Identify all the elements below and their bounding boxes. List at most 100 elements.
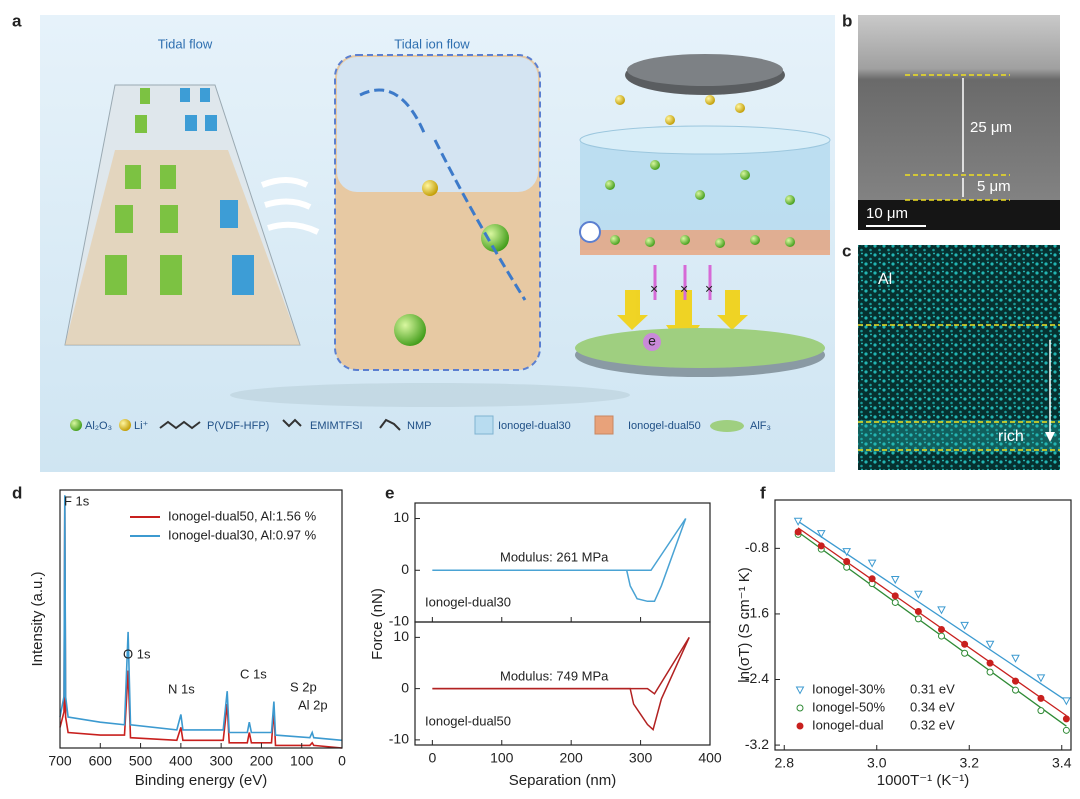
fit-line <box>797 520 1067 702</box>
legend-label: Ionogel-dual30, Al:0.97 % <box>168 527 317 542</box>
sem-image: 25 μm 5 μm 10 μm <box>858 15 1060 230</box>
data-point <box>961 649 969 657</box>
x-tick-label: 0 <box>428 750 436 766</box>
legend-energy: 0.31 eV <box>910 681 955 696</box>
data-point <box>891 598 899 606</box>
legend-icon <box>379 418 401 431</box>
data-point <box>938 632 945 640</box>
force-curve <box>432 518 687 603</box>
panel-label: d <box>12 483 22 502</box>
legend-energy: 0.32 eV <box>910 717 955 732</box>
layer-lines <box>858 324 1060 451</box>
x-tick-label: 200 <box>559 750 583 766</box>
center-title: Tidal ion flow <box>394 36 470 51</box>
electron-label: e <box>648 333 656 349</box>
electron <box>643 333 661 351</box>
flow-arrows <box>260 177 320 235</box>
data-point <box>937 606 946 615</box>
legend-label: Ionogel-dual50, Al:1.56 % <box>168 508 317 523</box>
modulus-label: Modulus: 749 MPa <box>500 668 609 683</box>
thickness-label: 5 μm <box>977 178 1011 195</box>
road-lower <box>65 150 300 345</box>
data-point <box>985 640 995 649</box>
y-tick-label: -1.6 <box>745 605 769 621</box>
data-point <box>793 517 803 526</box>
gradient-label: rich <box>998 428 1024 445</box>
y-axis-label: Intensity (a.u.) <box>29 571 46 666</box>
peak-label: C 1s <box>240 666 267 681</box>
legend-label: EMIMTFSI <box>310 420 363 432</box>
data-point <box>1037 694 1045 702</box>
legend-icon <box>119 419 131 431</box>
y-tick-label: -3.2 <box>745 736 769 752</box>
data-point <box>961 640 969 648</box>
y-tick-label: -2.4 <box>745 670 769 686</box>
data-point <box>890 576 900 585</box>
data-point <box>914 615 922 623</box>
x-tick-label: 0 <box>338 753 346 769</box>
alf3-layer <box>575 328 825 368</box>
up-arrows <box>653 265 712 300</box>
data-point <box>868 575 876 583</box>
cylinder-top <box>579 125 831 155</box>
legend-label: Ionogel-30% <box>812 681 885 696</box>
data-point <box>1037 707 1045 715</box>
y-tick-label: 10 <box>393 628 409 644</box>
data-point <box>1012 677 1019 685</box>
y-tick-label: 0 <box>401 561 409 577</box>
data-point <box>960 621 969 630</box>
gradient-arrowhead <box>1045 432 1055 442</box>
y-tick-label: -0.8 <box>745 539 769 555</box>
peak-label: F 1s <box>64 493 90 508</box>
data-point <box>986 659 994 667</box>
legend-energy: 0.34 eV <box>910 699 955 714</box>
data-point <box>816 530 826 539</box>
green-cars <box>105 88 182 295</box>
panel-labels: a b c d e f <box>12 11 852 502</box>
legend-label: P(VDF-HFP) <box>207 420 269 432</box>
axes-frame <box>414 621 711 746</box>
scale-label: 10 μm <box>866 205 908 222</box>
blue-cars <box>180 88 254 295</box>
x-tick-label: 3.2 <box>960 755 980 771</box>
data-point <box>986 668 994 676</box>
layer-lines <box>905 74 1010 201</box>
left-title: Tidal flow <box>158 36 213 51</box>
legend-marker <box>795 686 805 695</box>
peak-label: N 1s <box>168 681 195 696</box>
sample-label: Ionogel-dual30 <box>425 594 511 609</box>
legend-label: Al₂O₃ <box>85 420 112 432</box>
svg-text:×: × <box>680 281 688 297</box>
ion-path <box>359 88 527 301</box>
peak-label: S 2p <box>290 679 317 694</box>
legend-label: AlF₃ <box>750 420 771 432</box>
top-electrode-face <box>627 54 783 86</box>
y-tick-label: -10 <box>389 613 409 629</box>
legend-icon <box>70 419 82 431</box>
svg-text:×: × <box>650 281 658 297</box>
li-ion <box>422 180 438 196</box>
data-point <box>867 559 877 568</box>
zoom-upper <box>337 57 538 192</box>
x-tick-label: 100 <box>490 750 514 766</box>
peak-label: Al 2p <box>298 697 328 712</box>
spectrum-line <box>59 495 343 742</box>
fit-line <box>797 531 1067 727</box>
data-point <box>1012 686 1019 694</box>
axes-frame <box>774 499 1072 751</box>
panel-label: c <box>842 241 851 260</box>
data-point <box>938 626 945 634</box>
y-tick-label: 0 <box>401 679 409 695</box>
x-tick-label: 100 <box>290 753 314 769</box>
panel-label: a <box>12 11 22 30</box>
panel-label: f <box>760 483 766 502</box>
schematic-legend: Al₂O₃ Li⁺ P(VDF-HFP) EMIMTFSI NMP Ionoge… <box>70 415 771 435</box>
legend-label: Li⁺ <box>134 420 149 432</box>
legend-icon <box>159 420 201 430</box>
panel-label: e <box>385 483 394 502</box>
legend-label: Ionogel-dual30 <box>498 420 571 432</box>
force-curve <box>432 637 690 695</box>
data-point <box>1062 697 1071 706</box>
data-point <box>914 607 922 615</box>
legend-marker <box>796 704 804 712</box>
